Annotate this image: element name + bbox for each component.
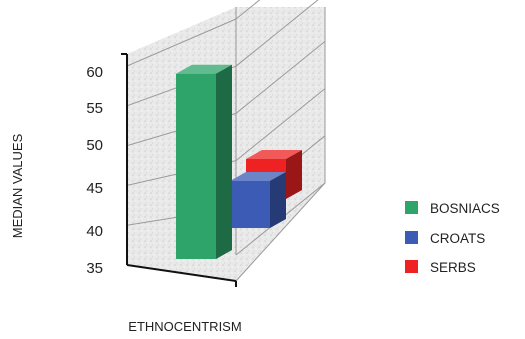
- y-axis-label: MEDIAN VALUES: [10, 133, 25, 238]
- legend-item-bosniacs: BOSNIACS: [405, 201, 500, 216]
- gridline-back: [235, 41, 326, 114]
- x-axis-line: [126, 264, 237, 282]
- y-tick-label: 40: [86, 223, 103, 240]
- axes: [121, 53, 237, 287]
- bar-top: [246, 150, 302, 159]
- gridline-back: [235, 0, 319, 67]
- x-axis-label: ETHNOCENTRISM: [128, 319, 241, 334]
- y-tick-label: 50: [86, 137, 103, 154]
- gridline-back: [235, 88, 326, 161]
- legend-swatch: [405, 201, 418, 214]
- bar-bosniacs: [176, 64, 232, 259]
- legend-swatch: [405, 231, 418, 244]
- y-tick-label: 35: [86, 260, 103, 277]
- legend-swatch: [405, 260, 418, 273]
- bar-top: [176, 64, 232, 74]
- gridline-side: [126, 18, 237, 67]
- bar-front: [176, 73, 216, 259]
- bar-front: [230, 181, 270, 228]
- bar-croats: [230, 172, 286, 228]
- y-tick-label: 45: [86, 180, 103, 197]
- legend-label: BOSNIACS: [430, 201, 500, 216]
- bar-side: [286, 150, 302, 199]
- y-tick-labels: 35 40 45 50 55 60: [86, 64, 103, 277]
- legend-item-serbs: SERBS: [405, 260, 476, 275]
- floor: [127, 183, 325, 281]
- y-tick-label: 55: [86, 100, 103, 117]
- gridline-back: [235, 0, 261, 20]
- legend-label: CROATS: [430, 231, 485, 246]
- bar-side: [216, 64, 232, 259]
- legend: BOSNIACS CROATS SERBS: [405, 201, 500, 275]
- floor-edge: [235, 182, 326, 282]
- legend-label: SERBS: [430, 260, 476, 275]
- y-tick-label: 60: [86, 64, 103, 81]
- bars: [176, 64, 302, 259]
- bar-side: [270, 172, 286, 228]
- legend-item-croats: CROATS: [405, 231, 485, 246]
- bar-top: [230, 172, 286, 181]
